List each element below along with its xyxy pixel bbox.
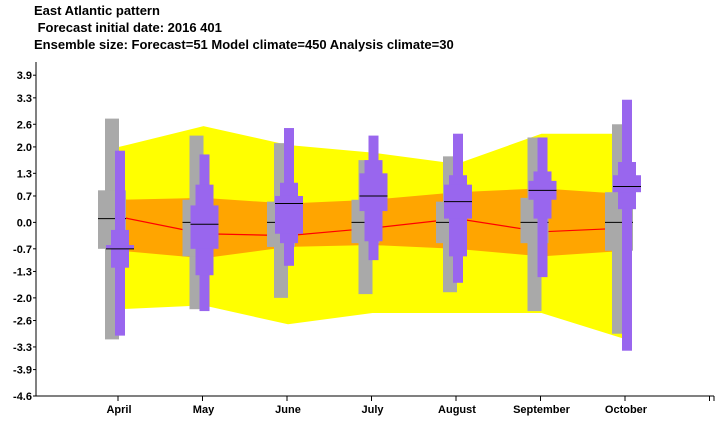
x-tick-label: October <box>605 404 648 416</box>
ensemble-size: Ensemble size: Forecast=51 Model climate… <box>34 37 454 52</box>
y-tick-label: -0.7 <box>13 244 32 256</box>
y-tick-label: -3.9 <box>13 365 32 377</box>
chart-titles: East Atlantic pattern Forecast initial d… <box>34 2 454 53</box>
y-tick-label: -3.3 <box>13 342 32 354</box>
forecast-box <box>613 175 641 193</box>
forecast-box <box>275 195 303 234</box>
chart-title: East Atlantic pattern <box>34 3 160 18</box>
y-tick-label: 1.3 <box>17 168 32 180</box>
forecast-box <box>106 245 134 249</box>
x-tick-label: August <box>438 404 476 416</box>
y-tick-label: 3.3 <box>17 93 32 105</box>
forecast-box <box>190 205 219 249</box>
y-tick-label: -4.6 <box>13 391 32 403</box>
box-group <box>98 99 641 351</box>
y-tick-label: 0.0 <box>17 217 32 229</box>
axes: -4.6 -3.9 -3.3 -2.6 -2.0 -1.3 -0.7 0.0 0.7 1.3 2.0… <box>13 62 715 416</box>
y-tick-label: 2.6 <box>17 119 32 131</box>
x-tick-label: June <box>275 404 301 416</box>
y-tick-label: -2.0 <box>13 293 32 305</box>
y-tick-label: -1.3 <box>13 266 32 278</box>
forecast-box <box>359 173 388 212</box>
forecast-whisker <box>622 99 632 351</box>
y-tick-label: -2.6 <box>13 316 32 328</box>
y-tick-label: 0.7 <box>17 191 32 203</box>
x-tick-label: April <box>106 404 131 416</box>
x-tick-label: September <box>513 404 571 416</box>
x-tick-label: May <box>193 404 215 416</box>
y-tick-label: 2.0 <box>17 142 32 154</box>
y-tick-label: 3.9 <box>17 70 32 82</box>
forecast-date: Forecast initial date: 2016 401 <box>34 20 222 35</box>
x-tick-label: July <box>361 404 384 416</box>
